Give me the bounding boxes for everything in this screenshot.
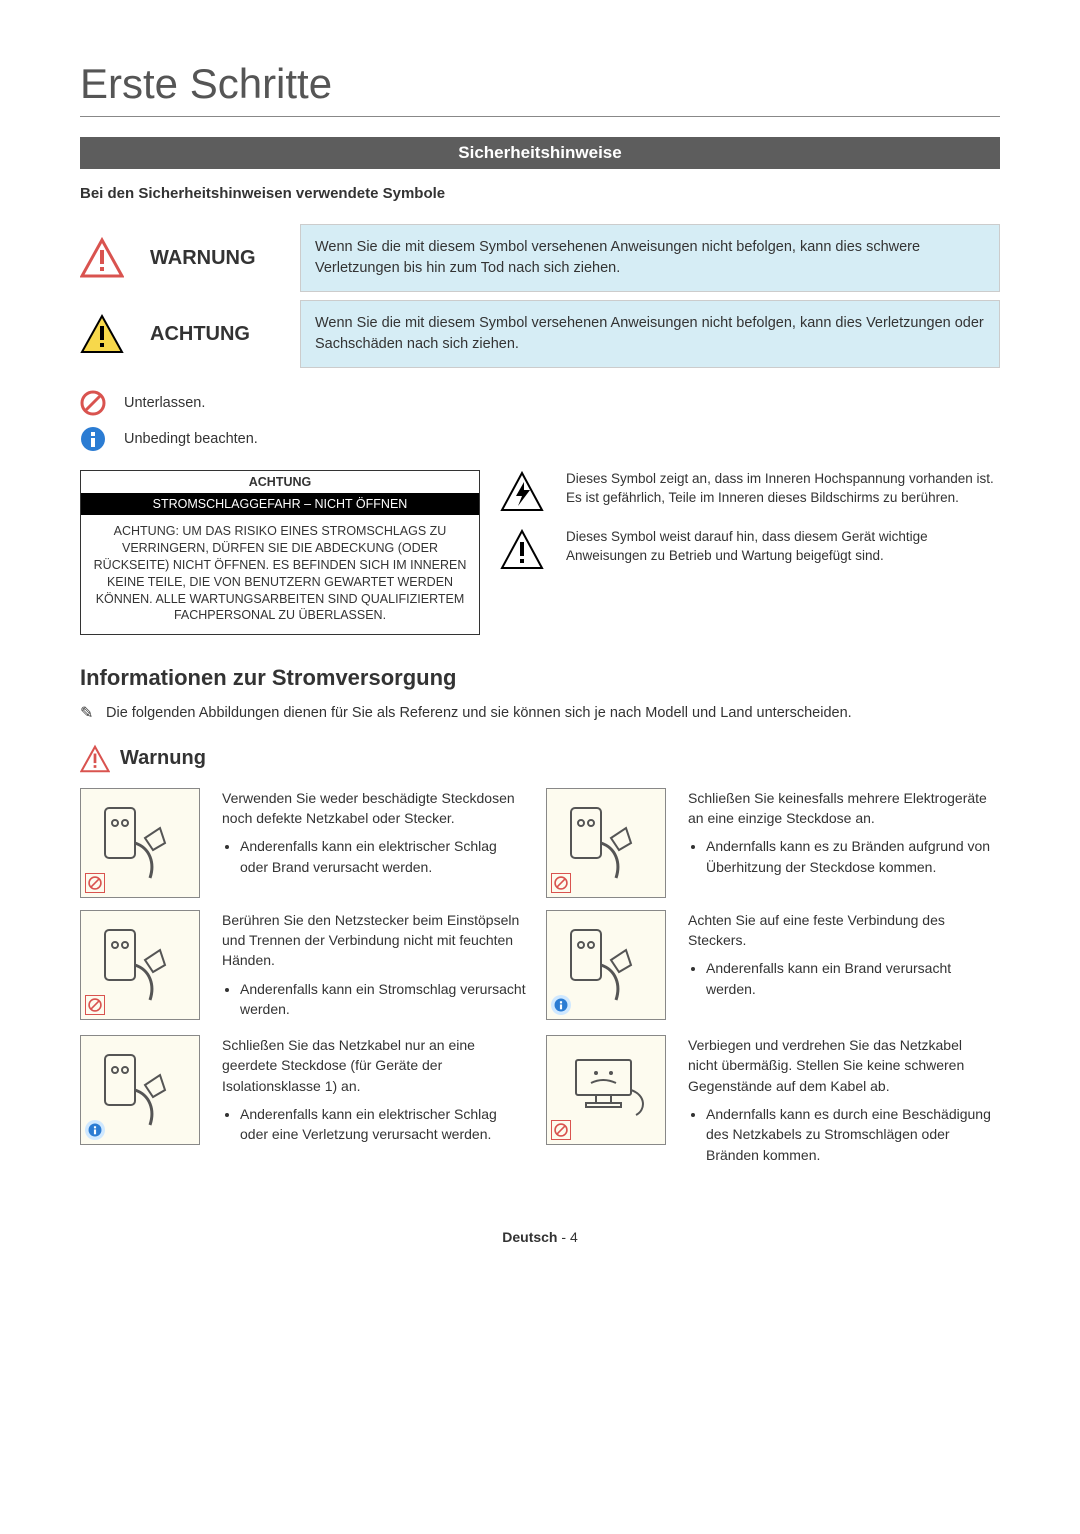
footer-lang: Deutsch bbox=[502, 1229, 557, 1245]
warning-triangle-red-icon bbox=[80, 224, 140, 292]
caution-block: ACHTUNG STROMSCHLAGGEFAHR – NICHT ÖFFNEN… bbox=[80, 470, 1000, 635]
item-bullet: Andernfalls kann es zu Bränden aufgrund … bbox=[706, 836, 994, 877]
caution-box: ACHTUNG STROMSCHLAGGEFAHR – NICHT ÖFFNEN… bbox=[80, 470, 480, 635]
item-bullet: Andernfalls kann es durch eine Beschädig… bbox=[706, 1104, 994, 1165]
info-badge-icon bbox=[551, 995, 571, 1015]
caution-body: ACHTUNG: UM DAS RISIKO EINES STROMSCHLAG… bbox=[81, 515, 479, 634]
item-bullet: Anderenfalls kann ein Stromschlag verurs… bbox=[240, 979, 528, 1020]
item-text: Achten Sie auf eine feste Verbindung des… bbox=[688, 910, 1000, 1023]
item-lead: Schließen Sie das Netzkabel nur an eine … bbox=[222, 1035, 528, 1096]
legend-row: Unterlassen. bbox=[80, 390, 1000, 416]
illustration-wet-hands bbox=[80, 910, 200, 1020]
caution-title: ACHTUNG bbox=[81, 471, 479, 493]
page-footer: Deutsch - 4 bbox=[80, 1229, 1000, 1245]
item-lead: Verwenden Sie weder beschädigte Steckdos… bbox=[222, 788, 528, 829]
legend-text: Unterlassen. bbox=[124, 395, 205, 411]
item-text: Verbiegen und verdrehen Sie das Netzkabe… bbox=[688, 1035, 1000, 1169]
legend: Unterlassen. Unbedingt beachten. bbox=[80, 390, 1000, 452]
caution-symbol-text: Dieses Symbol weist darauf hin, dass die… bbox=[566, 528, 1000, 566]
illustration-firm-plug bbox=[546, 910, 666, 1020]
prohibit-badge-icon bbox=[551, 873, 571, 893]
footer-sep: - bbox=[561, 1229, 570, 1245]
illustration-grounded-outlet bbox=[80, 1035, 200, 1145]
caution-symbol-row: Dieses Symbol weist darauf hin, dass die… bbox=[500, 528, 1000, 572]
item-lead: Achten Sie auf eine feste Verbindung des… bbox=[688, 910, 994, 951]
note-row: ✎ Die folgenden Abbildungen dienen für S… bbox=[80, 703, 1000, 725]
item-bullet: Anderenfalls kann ein elektrischer Schla… bbox=[240, 836, 528, 877]
legend-text: Unbedingt beachten. bbox=[124, 431, 258, 447]
symbol-description: Wenn Sie die mit diesem Symbol versehene… bbox=[300, 300, 1000, 368]
prohibit-icon bbox=[80, 390, 106, 416]
page-title: Erste Schritte bbox=[80, 60, 1000, 117]
warning-triangle-yellow-icon bbox=[80, 300, 140, 368]
illustration-bent-cable bbox=[546, 1035, 666, 1145]
symbol-description: Wenn Sie die mit diesem Symbol versehene… bbox=[300, 224, 1000, 292]
warning-label: Warnung bbox=[120, 747, 206, 770]
symbol-label: WARNUNG bbox=[140, 224, 300, 292]
prohibit-badge-icon bbox=[551, 1120, 571, 1140]
note-text: Die folgenden Abbildungen dienen für Sie… bbox=[106, 703, 852, 723]
item-lead: Berühren Sie den Netzstecker beim Einstö… bbox=[222, 910, 528, 971]
caution-subtitle: STROMSCHLAGGEFAHR – NICHT ÖFFNEN bbox=[81, 493, 479, 515]
caution-symbol-row: Dieses Symbol zeigt an, dass im Inneren … bbox=[500, 470, 1000, 514]
info-badge-icon bbox=[85, 1120, 105, 1140]
symbol-definition-table: WARNUNG Wenn Sie die mit diesem Symbol v… bbox=[80, 216, 1000, 376]
item-lead: Schließen Sie keinesfalls mehrere Elektr… bbox=[688, 788, 994, 829]
exclaim-triangle-icon bbox=[500, 528, 550, 572]
legend-row: Unbedingt beachten. bbox=[80, 426, 1000, 452]
item-lead: Verbiegen und verdrehen Sie das Netzkabe… bbox=[688, 1035, 994, 1096]
item-text: Schließen Sie das Netzkabel nur an eine … bbox=[222, 1035, 534, 1169]
warning-triangle-red-icon bbox=[80, 744, 110, 774]
item-bullet: Anderenfalls kann ein Brand verursacht w… bbox=[706, 958, 994, 999]
symbol-row-warnung: WARNUNG Wenn Sie die mit diesem Symbol v… bbox=[80, 224, 1000, 292]
info-icon bbox=[80, 426, 106, 452]
caution-symbol-text: Dieses Symbol zeigt an, dass im Inneren … bbox=[566, 470, 1000, 508]
symbols-heading: Bei den Sicherheitshinweisen verwendete … bbox=[80, 185, 1000, 202]
illustration-damaged-plug bbox=[80, 788, 200, 898]
warning-subheading: Warnung bbox=[80, 744, 1000, 774]
section-bar: Sicherheitshinweise bbox=[80, 137, 1000, 169]
item-text: Verwenden Sie weder beschädigte Steckdos… bbox=[222, 788, 534, 898]
symbol-label: ACHTUNG bbox=[140, 300, 300, 368]
note-icon: ✎ bbox=[80, 703, 98, 725]
item-text: Schließen Sie keinesfalls mehrere Elektr… bbox=[688, 788, 1000, 898]
prohibit-badge-icon bbox=[85, 873, 105, 893]
symbol-row-achtung: ACHTUNG Wenn Sie die mit diesem Symbol v… bbox=[80, 300, 1000, 368]
item-text: Berühren Sie den Netzstecker beim Einstö… bbox=[222, 910, 534, 1023]
caution-right: Dieses Symbol zeigt an, dass im Inneren … bbox=[500, 470, 1000, 635]
item-bullet: Anderenfalls kann ein elektrischer Schla… bbox=[240, 1104, 528, 1145]
footer-page-number: 4 bbox=[570, 1229, 578, 1245]
illustration-multi-plug bbox=[546, 788, 666, 898]
bolt-triangle-icon bbox=[500, 470, 550, 514]
power-heading: Informationen zur Stromversorgung bbox=[80, 665, 1000, 691]
prohibit-badge-icon bbox=[85, 995, 105, 1015]
safety-items-grid: Verwenden Sie weder beschädigte Steckdos… bbox=[80, 788, 1000, 1169]
